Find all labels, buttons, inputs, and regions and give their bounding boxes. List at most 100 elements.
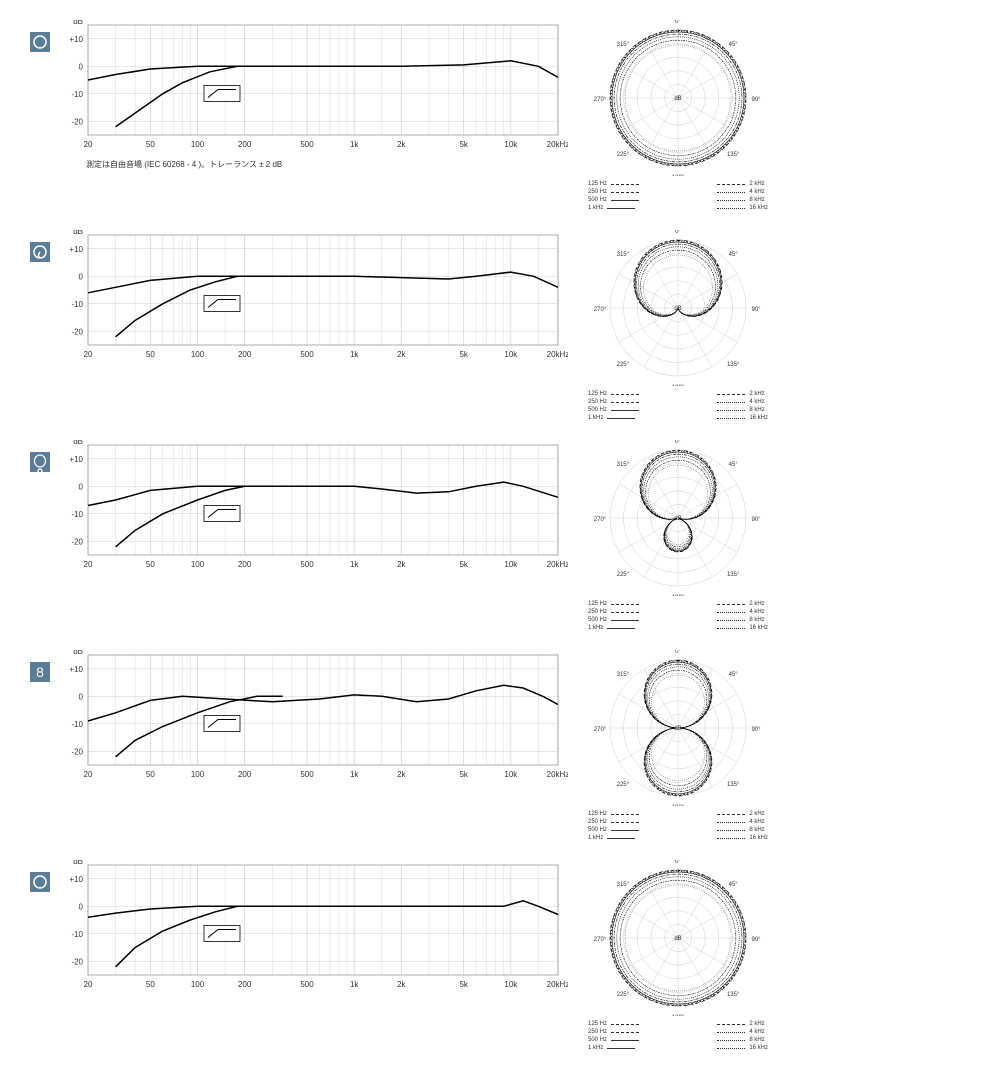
svg-text:225°: 225° bbox=[617, 572, 630, 578]
frequency-response-chart: +100-10-20dB20501002005001k2k5k10k20kHz bbox=[58, 440, 568, 577]
svg-text:500: 500 bbox=[300, 560, 314, 569]
svg-text:45°: 45° bbox=[729, 672, 739, 678]
pattern-icon-cardioid bbox=[30, 242, 50, 262]
svg-text:135°: 135° bbox=[727, 572, 740, 578]
svg-text:90°: 90° bbox=[751, 307, 761, 313]
svg-text:20: 20 bbox=[84, 140, 93, 149]
svg-text:100: 100 bbox=[191, 980, 205, 989]
svg-text:100: 100 bbox=[191, 560, 205, 569]
svg-text:20: 20 bbox=[84, 980, 93, 989]
svg-text:5k: 5k bbox=[459, 980, 468, 989]
svg-text:0: 0 bbox=[79, 62, 84, 71]
svg-text:20kHz: 20kHz bbox=[547, 140, 568, 149]
frequency-response-chart: +100-10-20dB20501002005001k2k5k10k20kHz bbox=[58, 860, 568, 997]
measurement-note: 測定は自由音場 (IEC 60268 - 4 )。トレーランス ± 2 dB bbox=[86, 159, 568, 170]
svg-text:5k: 5k bbox=[459, 140, 468, 149]
frequency-response-chart: +100-10-20dB20501002005001k2k5k10k20kHz bbox=[58, 20, 568, 157]
svg-text:dB: dB bbox=[674, 96, 681, 102]
svg-text:45°: 45° bbox=[729, 252, 739, 258]
svg-text:100: 100 bbox=[191, 140, 205, 149]
svg-text:-20: -20 bbox=[71, 327, 83, 336]
svg-text:135°: 135° bbox=[727, 782, 740, 788]
svg-text:135°: 135° bbox=[727, 152, 740, 158]
polar-plot: 0°45°90°135°180°225°270°315°dB bbox=[588, 230, 768, 388]
svg-text:20: 20 bbox=[84, 350, 93, 359]
svg-text:200: 200 bbox=[238, 770, 252, 779]
polar-plot: 0°45°90°135°180°225°270°315°dB bbox=[588, 650, 768, 808]
svg-text:2k: 2k bbox=[397, 770, 406, 779]
svg-text:0°: 0° bbox=[675, 440, 681, 445]
svg-text:-10: -10 bbox=[71, 720, 83, 729]
svg-text:180°: 180° bbox=[672, 1015, 685, 1016]
svg-text:20kHz: 20kHz bbox=[547, 560, 568, 569]
svg-text:0: 0 bbox=[79, 692, 84, 701]
svg-text:0°: 0° bbox=[675, 860, 681, 865]
svg-text:135°: 135° bbox=[727, 992, 740, 998]
svg-text:45°: 45° bbox=[729, 42, 739, 48]
frequency-response-chart: +100-10-20dB20501002005001k2k5k10k20kHz bbox=[58, 230, 568, 367]
svg-text:90°: 90° bbox=[751, 97, 761, 103]
svg-text:+10: +10 bbox=[69, 245, 83, 254]
svg-text:10k: 10k bbox=[504, 140, 518, 149]
svg-text:-20: -20 bbox=[71, 117, 83, 126]
svg-text:0°: 0° bbox=[675, 20, 681, 25]
svg-text:1k: 1k bbox=[350, 140, 359, 149]
svg-text:225°: 225° bbox=[617, 152, 630, 158]
svg-text:8: 8 bbox=[36, 664, 44, 680]
svg-text:20: 20 bbox=[84, 770, 93, 779]
pattern-row-cardioid: +100-10-20dB20501002005001k2k5k10k20kHz … bbox=[30, 230, 970, 422]
svg-text:225°: 225° bbox=[617, 992, 630, 998]
svg-text:-10: -10 bbox=[71, 90, 83, 99]
svg-text:50: 50 bbox=[146, 350, 155, 359]
pattern-icon-hypercardioid bbox=[30, 452, 50, 472]
svg-text:315°: 315° bbox=[617, 882, 630, 888]
svg-text:1k: 1k bbox=[350, 560, 359, 569]
svg-text:20kHz: 20kHz bbox=[547, 770, 568, 779]
svg-text:500: 500 bbox=[300, 140, 314, 149]
svg-text:-20: -20 bbox=[71, 747, 83, 756]
svg-text:2k: 2k bbox=[397, 140, 406, 149]
svg-text:dB: dB bbox=[674, 936, 681, 942]
pattern-row-omni: +100-10-20dB20501002005001k2k5k10k20kHz … bbox=[30, 20, 970, 212]
polar-plot-block: 0°45°90°135°180°225°270°315°dB 125 Hz250… bbox=[588, 650, 768, 842]
svg-text:dB: dB bbox=[674, 726, 681, 732]
pattern-row-hypercardioid: +100-10-20dB20501002005001k2k5k10k20kHz … bbox=[30, 440, 970, 632]
pattern-icon-wide-cardioid bbox=[30, 872, 50, 892]
svg-text:dB: dB bbox=[73, 230, 83, 236]
svg-text:270°: 270° bbox=[594, 307, 607, 313]
svg-text:100: 100 bbox=[191, 350, 205, 359]
svg-text:10k: 10k bbox=[504, 560, 518, 569]
svg-text:50: 50 bbox=[146, 980, 155, 989]
svg-text:0: 0 bbox=[79, 482, 84, 491]
svg-text:0: 0 bbox=[79, 272, 84, 281]
svg-text:180°: 180° bbox=[672, 595, 685, 596]
pattern-icon-figure8: 8 bbox=[30, 662, 50, 682]
svg-text:180°: 180° bbox=[672, 175, 685, 176]
svg-text:-10: -10 bbox=[71, 300, 83, 309]
svg-text:2k: 2k bbox=[397, 350, 406, 359]
svg-text:90°: 90° bbox=[751, 517, 761, 523]
polar-legend: 125 Hz250 Hz500 Hz1 kHz2 kHz4 kHz8 kHz16… bbox=[588, 600, 768, 632]
svg-text:315°: 315° bbox=[617, 42, 630, 48]
svg-text:5k: 5k bbox=[459, 350, 468, 359]
svg-text:10k: 10k bbox=[504, 350, 518, 359]
polar-legend: 125 Hz250 Hz500 Hz1 kHz2 kHz4 kHz8 kHz16… bbox=[588, 390, 768, 422]
svg-text:100: 100 bbox=[191, 770, 205, 779]
svg-text:90°: 90° bbox=[751, 727, 761, 733]
svg-text:45°: 45° bbox=[729, 882, 739, 888]
svg-text:10k: 10k bbox=[504, 980, 518, 989]
svg-text:315°: 315° bbox=[617, 252, 630, 258]
svg-text:-10: -10 bbox=[71, 510, 83, 519]
svg-text:270°: 270° bbox=[594, 517, 607, 523]
svg-text:10k: 10k bbox=[504, 770, 518, 779]
svg-text:500: 500 bbox=[300, 980, 314, 989]
polar-plot: 0°45°90°135°180°225°270°315°dB bbox=[588, 860, 768, 1018]
svg-text:315°: 315° bbox=[617, 672, 630, 678]
svg-text:135°: 135° bbox=[727, 362, 740, 368]
svg-text:270°: 270° bbox=[594, 727, 607, 733]
svg-text:200: 200 bbox=[238, 350, 252, 359]
svg-text:50: 50 bbox=[146, 560, 155, 569]
svg-text:200: 200 bbox=[238, 980, 252, 989]
svg-text:90°: 90° bbox=[751, 937, 761, 943]
svg-text:0°: 0° bbox=[675, 230, 681, 235]
